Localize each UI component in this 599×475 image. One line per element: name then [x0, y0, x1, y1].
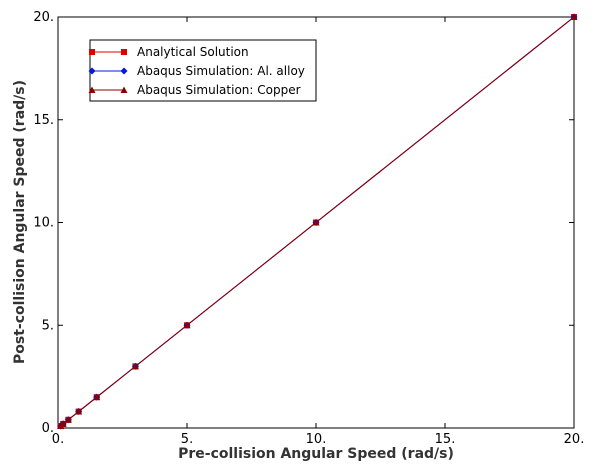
legend-entry: Abaqus Simulation: Copper [88, 83, 301, 97]
legend-marker [120, 67, 128, 75]
legend-marker [88, 67, 96, 75]
x-axis-title: Pre-collision Angular Speed (rad/s) [178, 446, 454, 462]
series-3 [57, 13, 578, 429]
legend-label: Analytical Solution [137, 45, 249, 59]
y-tick-label: 5. [42, 318, 54, 333]
x-tick-label: 20. [564, 432, 585, 447]
data-point [131, 362, 139, 370]
legend-label: Abaqus Simulation: Al. alloy [137, 64, 305, 78]
x-tick-label: 0. [52, 432, 64, 447]
legend-marker [89, 49, 95, 55]
legend-box [89, 39, 317, 102]
x-tick-label: 5. [181, 432, 193, 447]
data-point [570, 13, 578, 20]
legend-entry: Analytical Solution [89, 45, 249, 59]
x-tick-label: 10. [306, 432, 327, 447]
axis-ticks [57, 16, 575, 429]
data-point [183, 321, 191, 329]
legend-marker [120, 86, 128, 93]
legend-marker [121, 49, 127, 55]
y-tick-label: 15. [33, 113, 54, 128]
series-layer [57, 13, 578, 430]
legend-label: Abaqus Simulation: Copper [137, 83, 301, 97]
y-tick-label: 10. [33, 216, 54, 231]
data-point [59, 420, 67, 427]
x-tick-label: 15. [435, 432, 456, 447]
legend: Analytical Solution Abaqus Simulation: Al… [88, 39, 317, 102]
tick-labels: 0. 5. 10. 15. 20. 0. 5. 10. 15. 20. [33, 10, 584, 447]
y-tick-label: 20. [33, 10, 54, 25]
data-point [93, 393, 101, 401]
data-point [64, 416, 72, 423]
y-axis-title: Post-collision Angular Speed (rad/s) [12, 80, 28, 364]
legend-entry: Abaqus Simulation: Al. alloy [88, 64, 305, 78]
y-tick-label: 0. [42, 421, 54, 436]
data-point [312, 219, 320, 226]
data-point [75, 408, 83, 415]
legend-marker [88, 86, 96, 93]
